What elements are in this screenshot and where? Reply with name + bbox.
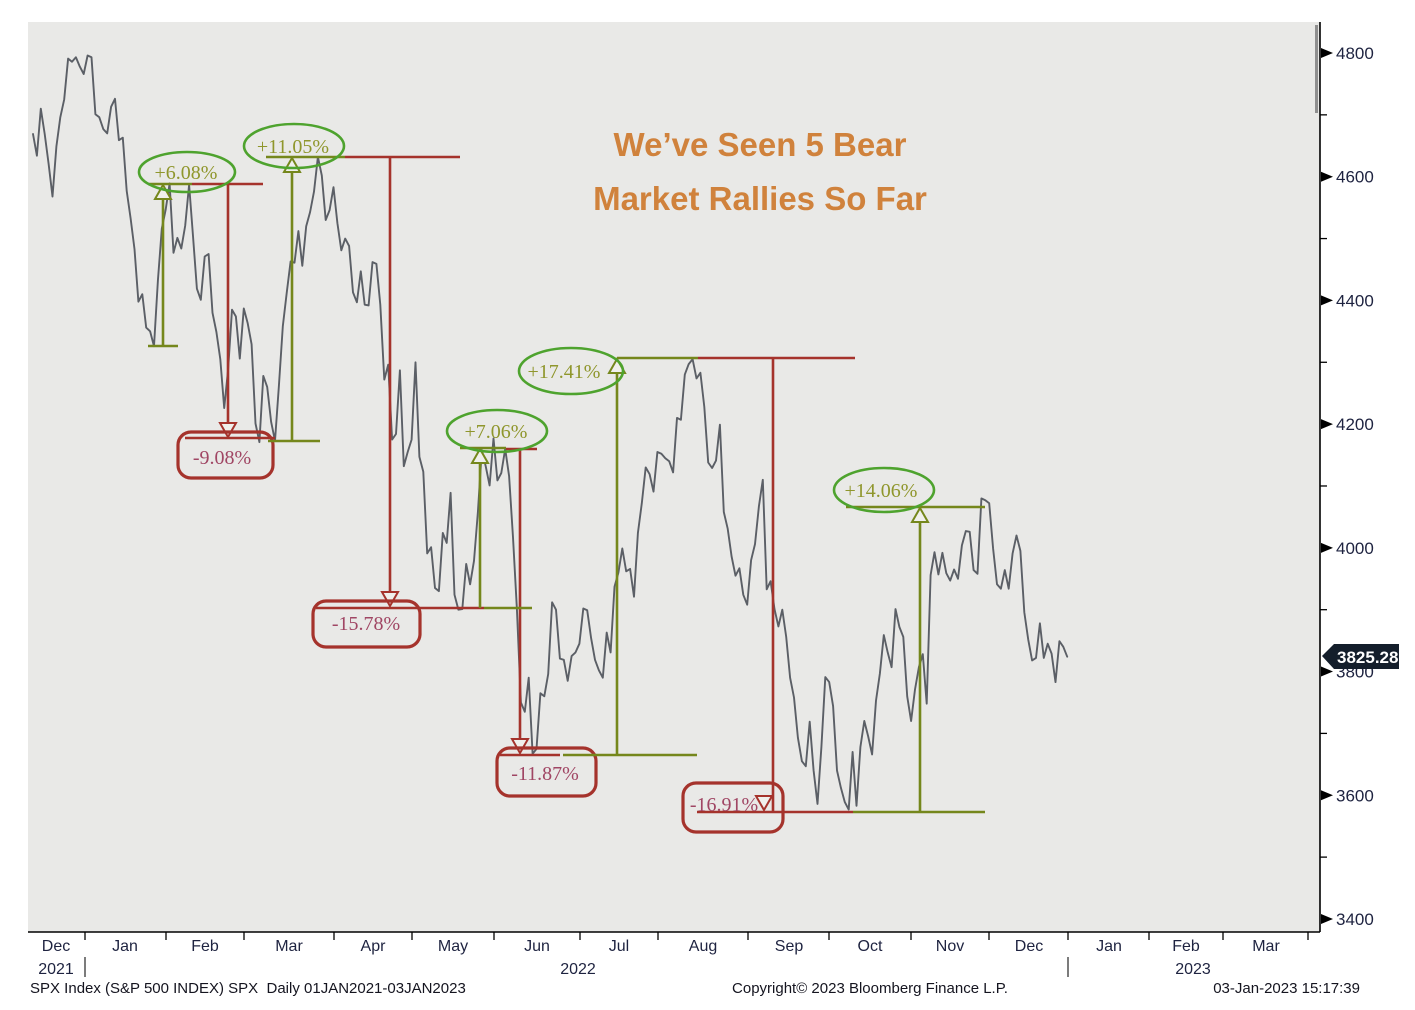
x-axis-month-label: Nov: [936, 938, 964, 955]
x-axis-month-label: Jan: [112, 938, 138, 955]
y-tick-arrow-icon: [1321, 790, 1333, 801]
y-axis-label: 3400: [1336, 910, 1374, 929]
spx-price-line: [32, 54, 1069, 811]
x-axis-month-label: May: [438, 938, 468, 955]
rally-percent-label: +6.08%: [155, 162, 218, 184]
y-tick-arrow-icon: [1321, 171, 1333, 182]
x-axis-month-label: Jul: [609, 938, 629, 955]
y-tick-arrow-icon: [1321, 542, 1333, 553]
rally-percent-label: +14.06%: [845, 480, 918, 502]
x-axis-month-label: Jun: [524, 938, 550, 955]
x-axis-month-label: Oct: [858, 938, 883, 955]
x-axis-month-label: Dec: [42, 938, 70, 955]
x-axis-year-label: 2021: [38, 961, 74, 978]
x-axis-month-label: Feb: [191, 938, 219, 955]
x-axis-month-label: Dec: [1015, 938, 1043, 955]
last-price-badge: [1322, 644, 1399, 669]
decline-label-box: [681, 781, 785, 834]
rally-label-ellipse: [242, 122, 346, 170]
rally-percent-label: +7.06%: [465, 421, 528, 443]
decline-percent-label: -9.08%: [193, 447, 251, 469]
x-axis-year-label: 2023: [1175, 961, 1211, 978]
up-arrow-icon: [470, 446, 490, 464]
y-tick-arrow-icon: [1321, 913, 1333, 924]
y-tick-arrow-icon: [1321, 48, 1333, 58]
rally-percent-label: +11.05%: [257, 136, 329, 158]
rally-label-ellipse: [832, 466, 936, 514]
chart-title-line2: Market Rallies So Far: [593, 180, 927, 217]
y-axis-label: 4800: [1336, 44, 1374, 63]
rally-label-ellipse: [137, 150, 237, 194]
x-axis-month-label: Mar: [1252, 938, 1280, 955]
down-arrow-icon: [380, 591, 400, 609]
decline-label-box: [495, 746, 598, 798]
scrollbar-thumb[interactable]: [1315, 25, 1318, 113]
x-axis-month-label: Aug: [689, 938, 717, 955]
decline-percent-label: -11.87%: [511, 763, 579, 785]
x-axis-year-label: 2022: [560, 961, 596, 978]
decline-label-box: [311, 599, 422, 649]
down-arrow-icon: [754, 795, 774, 813]
down-arrow-icon: [510, 738, 530, 756]
rally-percent-label: +17.41%: [528, 361, 601, 383]
x-axis-month-label: Sep: [775, 938, 804, 955]
x-axis-month-label: Apr: [361, 938, 387, 955]
decline-percent-label: -15.78%: [332, 613, 400, 635]
y-tick-arrow-icon: [1321, 295, 1333, 306]
x-axis-month-label: Feb: [1172, 938, 1200, 955]
y-axis-label: 4600: [1336, 168, 1374, 187]
decline-percent-label: -16.91%: [690, 794, 758, 816]
x-axis-month-label: Jan: [1096, 938, 1122, 955]
last-price-value: 3825.28: [1337, 648, 1398, 667]
y-tick-arrow-icon: [1321, 419, 1333, 430]
up-arrow-icon: [153, 182, 173, 200]
up-arrow-icon: [910, 505, 930, 523]
footer-security-info: SPX Index (S&P 500 INDEX) SPX Daily 01JA…: [30, 980, 466, 997]
x-axis-month-label: Mar: [275, 938, 303, 955]
chart-title-line1: We’ve Seen 5 Bear: [613, 126, 907, 163]
y-axis-label: 3600: [1336, 786, 1374, 805]
rally-label-ellipse: [445, 408, 549, 454]
footer-timestamp: 03-Jan-2023 15:17:39: [1213, 980, 1360, 997]
down-arrow-icon: [218, 422, 238, 440]
chart-title: We’ve Seen 5 Bear Market Rallies So Far: [540, 118, 980, 226]
y-axis-label: 4400: [1336, 291, 1374, 310]
rally-label-ellipse: [517, 346, 625, 396]
y-tick-arrow-icon: [1321, 666, 1333, 677]
footer-copyright: Copyright© 2023 Bloomberg Finance L.P.: [732, 980, 1008, 997]
decline-label-box: [176, 430, 275, 480]
y-axis-label: 4000: [1336, 539, 1374, 558]
y-axis-label: 4200: [1336, 415, 1374, 434]
